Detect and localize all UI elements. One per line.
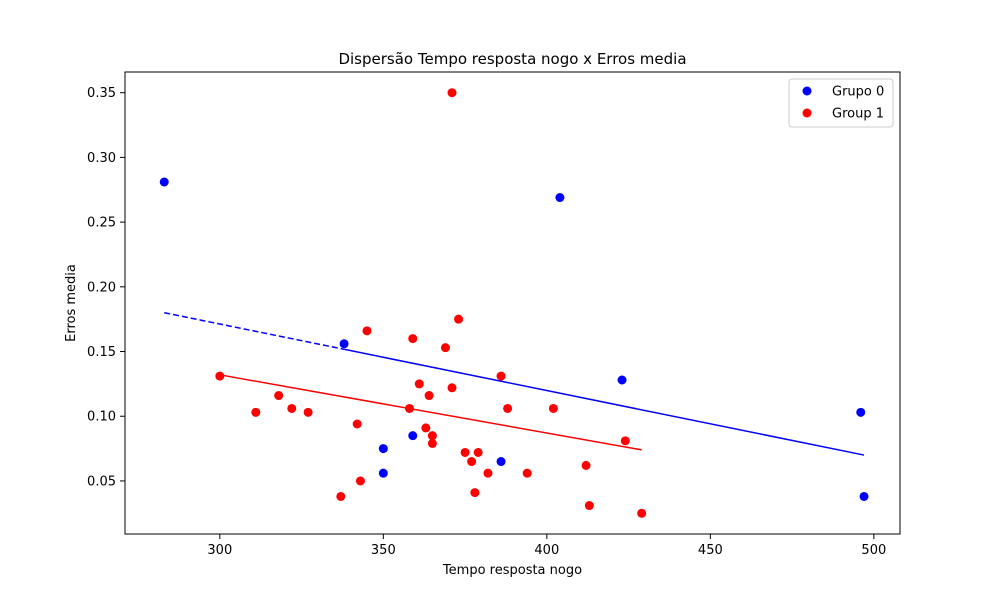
data-point-series-1 [620, 436, 630, 446]
data-point-series-1 [496, 371, 506, 381]
data-point-series-1 [483, 468, 493, 478]
y-tick-label: 0.25 [87, 216, 116, 231]
trend-line-solid-0 [343, 348, 865, 456]
chart-title: Dispersão Tempo resposta nogo x Erros me… [338, 50, 686, 68]
y-tick-label: 0.10 [87, 410, 116, 425]
data-point-series-0 [859, 491, 869, 501]
y-tick-label: 0.35 [87, 86, 116, 101]
legend-box [788, 78, 894, 128]
plot-area [159, 88, 869, 518]
data-point-series-1 [470, 488, 480, 498]
data-point-series-1 [303, 407, 313, 417]
x-tick-label: 500 [861, 543, 886, 558]
data-point-series-1 [336, 491, 346, 501]
data-point-series-1 [473, 447, 483, 457]
data-point-series-1 [215, 371, 225, 381]
data-point-series-1 [440, 343, 450, 353]
legend-marker-1 [802, 108, 812, 118]
data-point-series-1 [460, 447, 470, 457]
data-point-series-0 [856, 407, 866, 417]
trend-line-1 [219, 374, 642, 451]
x-tick-label: 400 [534, 543, 559, 558]
data-point-series-1 [584, 501, 594, 511]
plot-frame [124, 71, 901, 535]
y-tick-label: 0.05 [87, 474, 116, 489]
legend-label-1: Group 1 [832, 107, 884, 122]
data-point-series-1 [467, 457, 477, 467]
data-point-series-1 [447, 88, 457, 98]
data-point-series-1 [421, 423, 431, 433]
data-point-series-1 [287, 403, 297, 413]
y-tick-label: 0.30 [87, 151, 116, 166]
data-point-series-1 [454, 314, 464, 324]
data-point-series-0 [496, 457, 506, 467]
data-point-series-1 [424, 391, 434, 401]
data-point-series-1 [362, 326, 372, 336]
data-point-series-1 [414, 379, 424, 389]
data-point-series-1 [522, 468, 532, 478]
data-point-series-1 [447, 383, 457, 393]
legend-label-0: Grupo 0 [832, 85, 884, 100]
y-tick-label: 0.20 [87, 280, 116, 295]
x-tick-label: 450 [698, 543, 723, 558]
data-point-series-0 [378, 468, 388, 478]
data-point-series-0 [339, 339, 349, 349]
data-point-series-1 [427, 438, 437, 448]
data-point-series-1 [427, 431, 437, 441]
data-point-series-0 [617, 375, 627, 385]
data-point-series-0 [159, 177, 169, 187]
data-point-series-0 [378, 444, 388, 454]
data-point-series-1 [548, 403, 558, 413]
y-axis-title: Erros media [64, 264, 79, 342]
data-point-series-0 [408, 431, 418, 441]
data-point-series-1 [503, 403, 513, 413]
data-point-series-1 [251, 407, 261, 417]
x-axis-title: Tempo resposta nogo [442, 563, 582, 578]
legend: Grupo 0 Group 1 [788, 78, 894, 128]
data-point-series-1 [352, 419, 362, 429]
data-point-series-0 [555, 193, 565, 203]
legend-marker-0 [802, 86, 812, 96]
data-point-series-1 [404, 403, 414, 413]
data-point-series-1 [637, 508, 647, 518]
data-point-series-1 [274, 391, 284, 401]
x-tick-label: 300 [207, 543, 232, 558]
y-tick-label: 0.15 [87, 345, 116, 360]
data-point-series-1 [408, 334, 418, 344]
data-point-series-1 [581, 460, 591, 470]
data-point-series-1 [355, 476, 365, 486]
trend-line-dashed-0 [164, 311, 345, 351]
x-tick-label: 350 [371, 543, 396, 558]
